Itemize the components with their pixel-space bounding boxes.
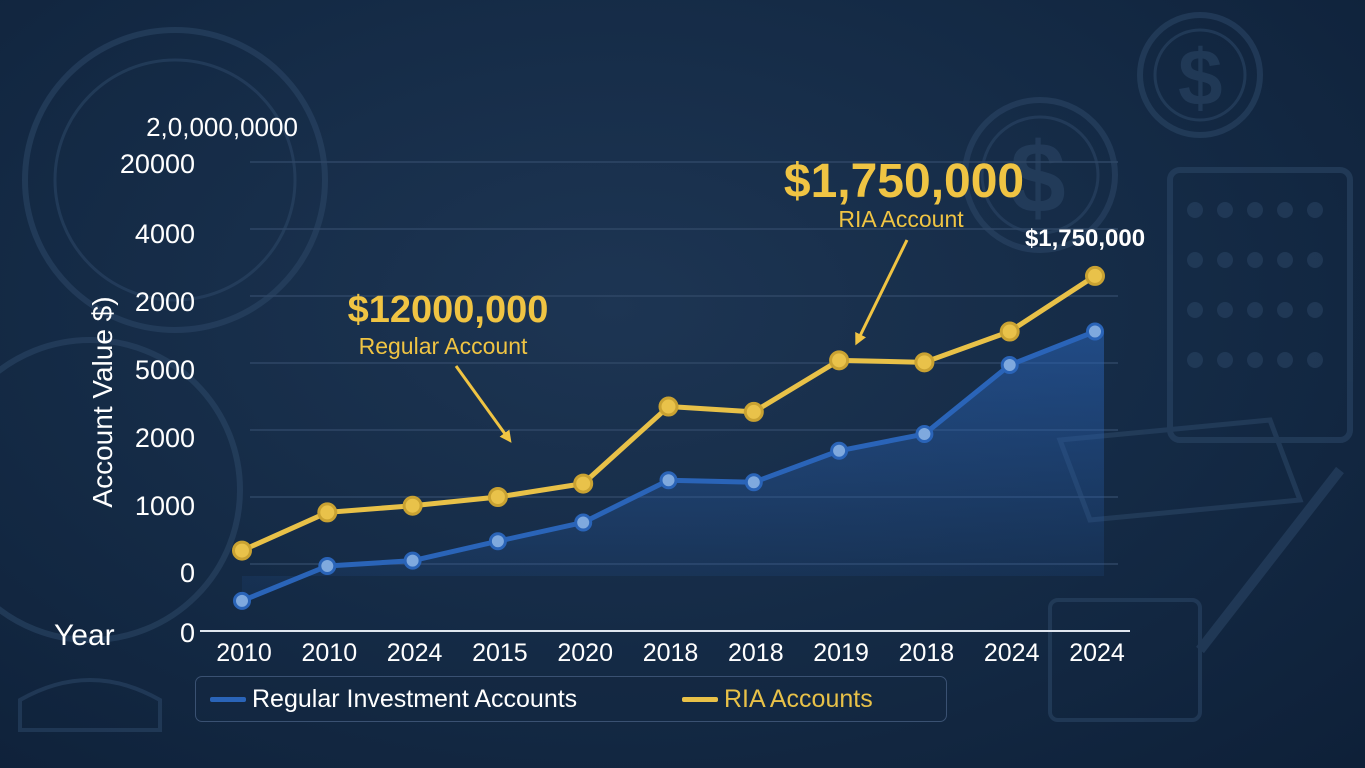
ria-point — [999, 321, 1020, 342]
ria-point — [1085, 265, 1105, 286]
ria-point — [317, 502, 338, 523]
annotation-ria-value: $1,750,000 — [784, 155, 1024, 208]
x-tick-label: 2010 — [301, 639, 357, 667]
x-tick-label: 2024 — [1069, 639, 1125, 667]
x-tick-label: 2018 — [728, 639, 784, 667]
annotation-ria-label: RIA Account — [838, 206, 964, 232]
x-tick-label: 2019 — [813, 639, 869, 667]
ria-point — [829, 350, 850, 371]
area-fill — [242, 331, 1104, 601]
legend-label-ria: RIA Accounts — [724, 684, 873, 713]
legend-swatch-ria — [682, 696, 718, 702]
annotation-regular-value: $12000,000 — [348, 289, 549, 331]
svg-text:$: $ — [1178, 33, 1223, 122]
y-tick-label: 2,0,000,0000 — [146, 112, 298, 142]
annotation-regular-arrow — [454, 365, 512, 443]
ria-point — [914, 352, 935, 373]
x-tick-labels: 2010 2010 2024 2015 2020 2018 2018 2019 2018 2024… — [216, 639, 1125, 667]
svg-text:$: $ — [1010, 122, 1066, 234]
legend-item-regular: Regular Investment Accounts — [210, 677, 577, 721]
y-tick-label: 1000 — [135, 491, 195, 521]
globe-icon — [22, 27, 328, 333]
ria-point — [487, 487, 508, 507]
y-tick-label: 0 — [180, 558, 195, 588]
y-tick-label: 5000 — [135, 355, 195, 385]
regular-point — [488, 532, 507, 551]
regular-area — [242, 331, 1104, 601]
y-tick-label: 20000 — [120, 149, 195, 179]
regular-point — [659, 471, 678, 490]
regular-point — [744, 473, 763, 492]
ria-point — [743, 401, 764, 422]
globe-icon — [0, 337, 243, 643]
dollar-coin-icon — [1137, 12, 1263, 138]
legend-label-regular: Regular Investment Accounts — [252, 684, 578, 713]
x-tick-label: 2024 — [984, 639, 1040, 667]
regular-point — [915, 425, 934, 444]
y-tick-labels: 2,0,000,0000 20000 4000 2000 5000 2000 1000 0 0 — [120, 112, 298, 648]
regular-point — [830, 441, 849, 460]
regular-point — [403, 551, 422, 570]
regular-point — [233, 591, 251, 610]
ria-point — [658, 396, 679, 417]
regular-point — [1000, 356, 1019, 375]
ria-point — [402, 495, 423, 516]
y-tick-label: 4000 — [135, 219, 195, 249]
x-tick-label: 2024 — [387, 639, 443, 667]
abacus-icon — [1167, 167, 1353, 443]
regular-point — [1086, 322, 1104, 341]
regular-point — [318, 557, 337, 576]
ria-point — [573, 473, 594, 494]
x-tick-label: 2020 — [557, 639, 613, 667]
annotation-end-value: $1,750,000 — [1025, 225, 1145, 252]
x-tick-label: 2010 — [216, 639, 272, 667]
regular-point — [574, 513, 593, 532]
y-tick-label: 2000 — [135, 287, 195, 317]
dollar-coin-icon — [962, 97, 1118, 253]
x-tick-label: 2018 — [643, 639, 699, 667]
legend-item-ria: RIA Accounts — [682, 677, 873, 721]
markers — [232, 265, 1105, 610]
annotation-regular-label: Regular Account — [359, 333, 528, 359]
x-tick-label: 2015 — [472, 639, 528, 667]
x-tick-label: 2018 — [899, 639, 955, 667]
pen-icon — [1196, 466, 1344, 654]
x-axis-label: Year — [54, 619, 115, 652]
y-tick-label: 2000 — [135, 423, 195, 453]
annotation-ria-arrow — [855, 239, 909, 346]
ria-point — [232, 540, 252, 561]
y-axis-label: Account Value $) — [87, 296, 118, 507]
legend-swatch-regular — [210, 696, 246, 702]
y-tick-label: 0 — [180, 618, 195, 648]
legend: Regular Investment Accounts RIA Accounts — [195, 676, 947, 722]
